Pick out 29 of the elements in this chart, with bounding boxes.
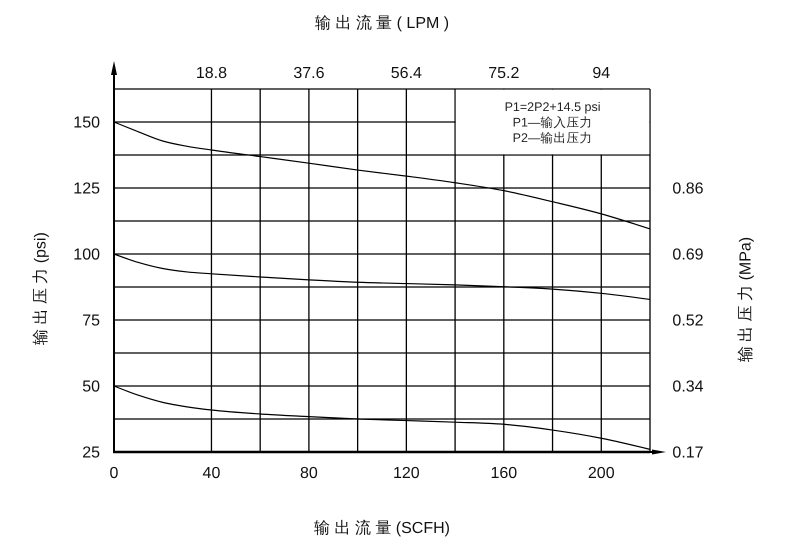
x-axis-title: 输 出 流 量 (SCFH) xyxy=(314,519,450,537)
y-tick-label: 150 xyxy=(73,114,100,132)
x-tick-label: 160 xyxy=(490,465,518,482)
x-tick-label: 0 xyxy=(110,465,119,482)
x2-tick-label: 56.4 xyxy=(390,65,422,82)
x2-tick-label: 37.6 xyxy=(293,65,325,82)
y-tick-label: 125 xyxy=(73,180,100,198)
y-tick-label: 75 xyxy=(82,312,100,330)
y-tick-label: 50 xyxy=(82,378,100,396)
x2-tick-label: 18.8 xyxy=(196,65,228,82)
x-tick-label: 80 xyxy=(300,465,318,482)
y2-axis-title: 输 出 压 力 (MPa) xyxy=(736,236,755,362)
x2-tick-label: 75.2 xyxy=(488,65,520,82)
x-tick-label: 200 xyxy=(588,465,615,482)
annotation: P2—输出压力 xyxy=(512,130,592,145)
y-tick-label: 100 xyxy=(73,246,100,264)
x2-tick-label: 94 xyxy=(592,65,610,82)
y2-tick-label: 0.52 xyxy=(672,312,704,330)
y2-tick-label: 0.34 xyxy=(672,378,704,396)
annotation: P1=2P2+14.5 psi xyxy=(504,100,601,114)
x2-axis-title: 输 出 流 量 ( LPM ) xyxy=(314,14,450,32)
y2-tick-label: 0.17 xyxy=(672,444,704,462)
annotation: P1—输入压力 xyxy=(512,115,592,130)
y-axis-title: 输 出 压 力 (psi) xyxy=(32,232,50,346)
x-tick-label: 120 xyxy=(393,465,420,482)
y-tick-label: 25 xyxy=(82,444,100,462)
x-tick-label: 40 xyxy=(202,465,220,482)
y2-tick-label: 0.69 xyxy=(672,246,704,264)
y2-tick-label: 0.86 xyxy=(672,180,704,198)
